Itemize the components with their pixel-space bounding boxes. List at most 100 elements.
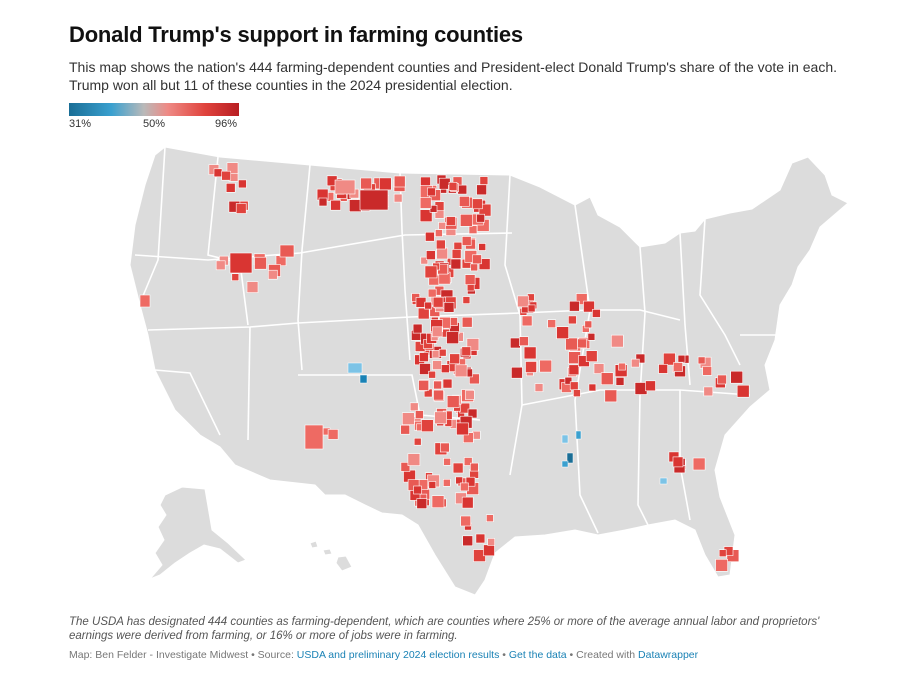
county-cell[interactable]: [446, 331, 459, 344]
county-cell[interactable]: [378, 177, 392, 191]
county-cell[interactable]: [438, 348, 447, 357]
county-cell[interactable]: [534, 383, 544, 392]
county-cell[interactable]: [449, 353, 461, 365]
county-cell[interactable]: [460, 515, 472, 527]
county-cell[interactable]: [458, 196, 470, 207]
county-cell[interactable]: [327, 429, 339, 440]
county-cell[interactable]: [235, 203, 247, 214]
datawrapper-link[interactable]: Datawrapper: [638, 649, 699, 661]
county-cell[interactable]: [461, 346, 472, 357]
county-cell[interactable]: [454, 364, 468, 378]
county-cell[interactable]: [428, 481, 437, 489]
county-cell[interactable]: [486, 514, 494, 523]
county-cell[interactable]: [466, 283, 475, 292]
county-cell[interactable]: [436, 247, 449, 260]
county-cell[interactable]: [483, 544, 495, 557]
county-cell[interactable]: [462, 296, 471, 304]
county-cell[interactable]: [476, 213, 486, 223]
county-cell[interactable]: [359, 189, 389, 211]
county-cell[interactable]: [453, 241, 463, 251]
county-cell[interactable]: [677, 354, 686, 363]
county-cell[interactable]: [527, 304, 536, 313]
county-cell[interactable]: [566, 452, 574, 464]
county-cell[interactable]: [429, 205, 438, 213]
county-cell[interactable]: [413, 437, 422, 446]
county-cell[interactable]: [349, 199, 362, 212]
county-cell[interactable]: [139, 294, 151, 308]
county-cell[interactable]: [523, 346, 537, 360]
county-cell[interactable]: [443, 457, 451, 466]
county-cell[interactable]: [573, 389, 581, 397]
county-cell[interactable]: [419, 363, 431, 375]
county-cell[interactable]: [519, 336, 529, 346]
county-cell[interactable]: [569, 300, 580, 312]
county-cell[interactable]: [416, 498, 428, 509]
county-cell[interactable]: [575, 430, 582, 440]
county-cell[interactable]: [462, 535, 474, 547]
county-cell[interactable]: [401, 412, 415, 426]
county-cell[interactable]: [645, 380, 656, 392]
county-cell[interactable]: [347, 362, 363, 374]
county-cell[interactable]: [464, 390, 475, 400]
county-cell[interactable]: [730, 370, 744, 384]
county-cell[interactable]: [577, 338, 587, 349]
county-cell[interactable]: [407, 453, 421, 466]
county-cell[interactable]: [393, 175, 406, 188]
county-cell[interactable]: [478, 258, 491, 270]
county-cell[interactable]: [448, 181, 458, 191]
county-cell[interactable]: [446, 216, 456, 226]
county-cell[interactable]: [221, 170, 231, 181]
county-cell[interactable]: [585, 350, 598, 362]
county-cell[interactable]: [658, 364, 668, 374]
county-cell[interactable]: [425, 231, 435, 242]
county-cell[interactable]: [420, 256, 429, 265]
county-cell[interactable]: [330, 199, 341, 211]
county-cell[interactable]: [431, 326, 443, 338]
county-cell[interactable]: [419, 209, 433, 222]
county-cell[interactable]: [547, 319, 557, 328]
county-cell[interactable]: [213, 168, 223, 178]
county-cell[interactable]: [318, 197, 328, 207]
county-cell[interactable]: [461, 496, 474, 509]
county-cell[interactable]: [451, 249, 462, 259]
county-cell[interactable]: [469, 373, 480, 385]
county-cell[interactable]: [479, 176, 489, 185]
county-cell[interactable]: [419, 197, 432, 209]
county-cell[interactable]: [604, 389, 618, 403]
county-cell[interactable]: [511, 366, 523, 379]
county-cell[interactable]: [630, 358, 640, 368]
county-cell[interactable]: [487, 538, 496, 546]
county-cell[interactable]: [672, 456, 684, 468]
county-cell[interactable]: [417, 307, 430, 320]
county-cell[interactable]: [455, 476, 464, 485]
county-cell[interactable]: [446, 395, 460, 408]
county-cell[interactable]: [439, 442, 450, 453]
county-cell[interactable]: [360, 177, 372, 190]
county-cell[interactable]: [424, 265, 438, 279]
county-cell[interactable]: [718, 549, 727, 558]
county-cell[interactable]: [561, 460, 569, 468]
county-cell[interactable]: [409, 402, 419, 412]
county-cell[interactable]: [702, 366, 713, 376]
county-cell[interactable]: [425, 250, 436, 260]
county-cell[interactable]: [438, 222, 446, 230]
county-cell[interactable]: [561, 434, 569, 444]
county-cell[interactable]: [433, 389, 444, 401]
county-cell[interactable]: [509, 337, 521, 349]
county-cell[interactable]: [465, 476, 476, 487]
county-cell[interactable]: [459, 214, 473, 227]
county-cell[interactable]: [225, 182, 236, 193]
county-cell[interactable]: [469, 462, 479, 472]
county-cell[interactable]: [587, 333, 596, 341]
county-cell[interactable]: [715, 558, 728, 572]
county-cell[interactable]: [565, 337, 578, 351]
county-cell[interactable]: [525, 361, 537, 373]
county-cell[interactable]: [556, 326, 569, 339]
county-cell[interactable]: [615, 377, 625, 386]
county-cell[interactable]: [229, 252, 253, 274]
county-cell[interactable]: [254, 256, 267, 270]
county-cell[interactable]: [692, 457, 706, 471]
county-cell[interactable]: [521, 315, 533, 327]
county-cell[interactable]: [470, 263, 479, 272]
county-cell[interactable]: [279, 244, 295, 258]
